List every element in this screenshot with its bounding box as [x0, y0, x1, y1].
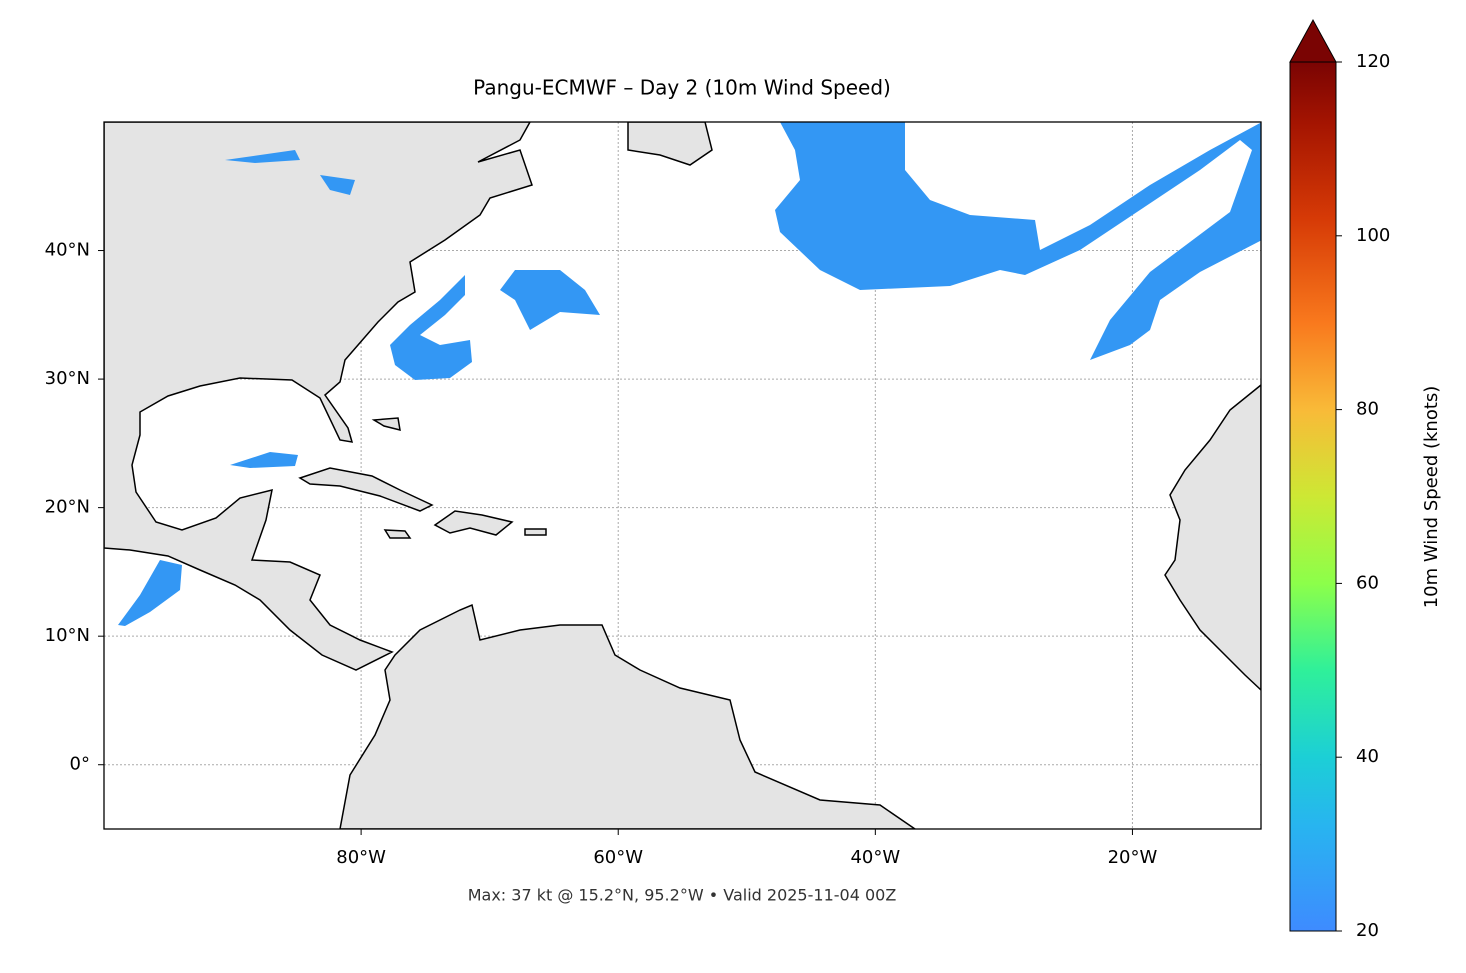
map-title: Pangu-ECMWF – Day 2 (10m Wind Speed)	[473, 76, 891, 100]
colorbar-tick-label: 60	[1356, 572, 1379, 593]
x-tick-label: 60°W	[593, 847, 643, 868]
y-tick-label: 20°N	[45, 497, 90, 518]
colorbar-tick-label: 40	[1356, 746, 1379, 767]
colorbar	[1289, 61, 1337, 932]
colorbar-extend	[1289, 18, 1337, 63]
map-frame	[103, 121, 1262, 830]
land	[104, 122, 1261, 829]
x-tick-label: 80°W	[336, 847, 386, 868]
x-tick-label: 40°W	[850, 847, 900, 868]
colorbar-tick-label: 80	[1356, 399, 1379, 420]
y-tick-label: 0°	[70, 754, 90, 775]
colorbar-tick-label: 120	[1356, 51, 1390, 72]
wind-field	[118, 122, 1261, 626]
x-tick-label: 20°W	[1108, 847, 1158, 868]
footnote: Max: 37 kt @ 15.2°N, 95.2°W • Valid 2025…	[468, 886, 897, 905]
y-tick-label: 30°N	[45, 368, 90, 389]
colorbar-label: 10m Wind Speed (knots)	[1421, 386, 1442, 609]
colorbar-tick-label: 20	[1356, 920, 1379, 941]
y-tick-label: 10°N	[45, 625, 90, 646]
y-tick-label: 40°N	[45, 240, 90, 261]
colorbar-tick-label: 100	[1356, 225, 1390, 246]
map-area	[104, 122, 1261, 829]
